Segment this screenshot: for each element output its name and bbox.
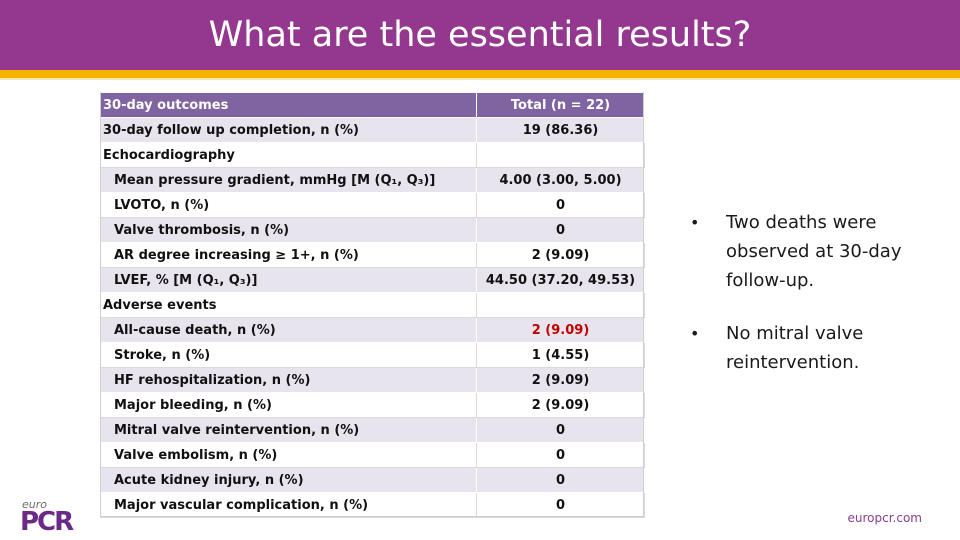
row-value: 19 (86.36) [476,117,645,143]
row-label: LVEF, % [M (Q₁, Q₃)] [100,267,477,293]
table-row: Valve thrombosis, n (%) 0 [100,217,645,243]
row-label: Major bleeding, n (%) [100,392,477,418]
table-row: 30-day follow up completion, n (%) 19 (8… [100,117,645,143]
row-label: LVOTO, n (%) [100,192,477,218]
row-value: 2 (9.09) [476,242,645,268]
row-value: 1 (4.55) [476,342,645,368]
bullet-dot-icon: • [690,324,700,343]
section-row-echocardiography: Echocardiography [100,142,645,168]
row-value: 0 [476,492,645,518]
logo-euro-text: euro [22,498,47,511]
row-value: 0 [476,192,645,218]
table-row: Acute kidney injury, n (%) 0 [100,467,645,493]
row-label: 30-day follow up completion, n (%) [100,117,477,143]
bullet-dot-icon: • [690,213,700,232]
table-row: All-cause death, n (%) 2 (9.09) [100,317,645,343]
row-label: HF rehospitalization, n (%) [100,367,477,393]
bullet-text: No mitral valve reintervention. [726,323,864,373]
bullet-item: • Two deaths were observed at 30-day fol… [690,208,940,295]
row-value: 0 [476,442,645,468]
section-label: Echocardiography [100,142,477,168]
outcomes-table: 30-day outcomes Total (n = 22) 30-day fo… [100,92,645,518]
row-value: 0 [476,217,645,243]
row-label: Acute kidney injury, n (%) [100,467,477,493]
row-value [476,292,645,318]
table-row: AR degree increasing ≥ 1+, n (%) 2 (9.09… [100,242,645,268]
row-value: 2 (9.09) [476,367,645,393]
europcr-logo: euro PCR [20,498,80,537]
row-label: Major vascular complication, n (%) [100,492,477,518]
table-row: Mean pressure gradient, mmHg [M (Q₁, Q₃)… [100,167,645,193]
row-value: 2 (9.09) [476,392,645,418]
row-label: Valve embolism, n (%) [100,442,477,468]
row-value: 0 [476,467,645,493]
row-value-highlighted: 2 (9.09) [476,317,645,343]
section-row-adverse-events: Adverse events [100,292,645,318]
bullet-item: • No mitral valve reintervention. [690,319,940,377]
table-row: LVOTO, n (%) 0 [100,192,645,218]
column-header-total: Total (n = 22) [476,92,645,118]
row-label: All-cause death, n (%) [100,317,477,343]
table-row: Major vascular complication, n (%) 0 [100,492,645,518]
row-value [476,142,645,168]
table-row: Valve embolism, n (%) 0 [100,442,645,468]
row-label: Stroke, n (%) [100,342,477,368]
bullet-text: Two deaths were observed at 30-day follo… [726,212,902,291]
bullet-list: • Two deaths were observed at 30-day fol… [690,208,940,401]
row-label: Mitral valve reintervention, n (%) [100,417,477,443]
table-row: Stroke, n (%) 1 (4.55) [100,342,645,368]
section-label: Adverse events [100,292,477,318]
table-row: Major bleeding, n (%) 2 (9.09) [100,392,645,418]
table-row: HF rehospitalization, n (%) 2 (9.09) [100,367,645,393]
row-label: Mean pressure gradient, mmHg [M (Q₁, Q₃)… [100,167,477,193]
row-label: Valve thrombosis, n (%) [100,217,477,243]
table-row: LVEF, % [M (Q₁, Q₃)] 44.50 (37.20, 49.53… [100,267,645,293]
accent-bar [0,70,960,78]
footer-url: europcr.com [847,511,923,525]
accent-bar-thin [0,78,960,80]
row-label: AR degree increasing ≥ 1+, n (%) [100,242,477,268]
row-value: 0 [476,417,645,443]
title-bar: What are the essential results? [0,0,960,70]
logo-pcr-text: PCR [20,507,74,537]
slide-title: What are the essential results? [208,15,752,55]
column-header-outcomes: 30-day outcomes [100,92,477,118]
row-value: 44.50 (37.20, 49.53) [476,267,645,293]
table-header-row: 30-day outcomes Total (n = 22) [100,92,645,118]
table-row: Mitral valve reintervention, n (%) 0 [100,417,645,443]
row-value: 4.00 (3.00, 5.00) [476,167,645,193]
